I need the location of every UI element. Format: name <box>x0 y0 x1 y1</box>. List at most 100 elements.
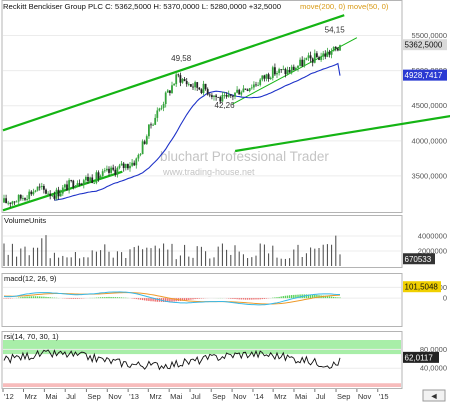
x-tick-label: Mrz <box>274 392 287 401</box>
candle-body <box>22 198 24 199</box>
candle-body <box>290 66 293 73</box>
candle-body <box>110 167 112 173</box>
candle-body <box>236 89 238 93</box>
x-tick-label: '13 <box>129 392 139 401</box>
candle-body <box>263 75 266 79</box>
candle-body <box>112 167 115 170</box>
macd-panel-title: macd(12, 26, 9) <box>4 274 57 283</box>
candle-body <box>158 108 161 111</box>
candle-body <box>313 53 316 63</box>
candle-body <box>135 158 138 166</box>
candle-body <box>5 198 7 203</box>
candle-body <box>64 184 66 188</box>
candle-body <box>204 83 207 90</box>
candle-body <box>198 87 201 90</box>
rsi-line <box>3 349 341 371</box>
candle-body <box>328 51 331 55</box>
value-tag-text: 5362,5000 <box>405 41 443 50</box>
volume-bars <box>3 235 341 266</box>
candle-body <box>217 97 220 98</box>
candle-body <box>221 94 224 102</box>
candle-body <box>276 72 278 75</box>
candle-body <box>215 95 217 98</box>
candle-body <box>337 48 339 51</box>
candle-body <box>34 190 37 192</box>
watermark-brand: bluchart Professional Trader <box>160 149 329 164</box>
x-tick-label: Nov <box>233 392 247 401</box>
candle-body <box>40 186 43 188</box>
candle-body <box>3 198 5 203</box>
macd-line <box>3 291 341 306</box>
candle-body <box>223 94 226 96</box>
watermark-url: www.trading-house.net <box>162 167 255 177</box>
x-tick-label: Mrz <box>25 392 38 401</box>
candle-body <box>175 74 178 85</box>
candle-body <box>95 172 98 183</box>
candle-body <box>253 84 255 88</box>
candle-body <box>211 95 213 97</box>
x-tick-label: Sep <box>87 392 100 401</box>
candle-body <box>78 183 81 185</box>
candle-body <box>24 198 26 200</box>
candle-body <box>57 189 60 197</box>
candle-body <box>309 55 312 59</box>
candle-body <box>307 55 310 58</box>
candle-body <box>181 79 184 83</box>
y-tick-label: 4500,0000 <box>412 101 447 110</box>
candle-body <box>89 177 91 182</box>
candle-body <box>156 110 159 118</box>
value-tag-text: 101,5048 <box>405 283 439 292</box>
candles <box>3 44 341 208</box>
candle-body <box>93 182 96 184</box>
candle-body <box>139 154 142 155</box>
candle-body <box>280 69 283 71</box>
candle-body <box>99 175 102 179</box>
candle-body <box>274 67 276 75</box>
candle-body <box>185 80 188 85</box>
rsi-panel-title: rsi(14, 70, 30, 1) <box>4 332 59 341</box>
candle-body <box>55 189 58 199</box>
candle-body <box>244 88 247 90</box>
candle-body <box>227 94 230 97</box>
candle-body <box>101 171 104 176</box>
macd-lines <box>3 291 341 306</box>
x-tick-label: Mai <box>170 392 182 401</box>
candle-body <box>334 46 337 49</box>
y-tick-label: 0 <box>443 294 447 303</box>
candle-body <box>257 84 259 86</box>
candle-body <box>141 141 144 155</box>
candle-body <box>208 94 211 96</box>
scroll-button[interactable]: ◄ <box>422 389 446 402</box>
candle-body <box>303 59 306 67</box>
candle-body <box>322 53 325 57</box>
candle-body <box>145 136 148 144</box>
candle-body <box>326 51 329 57</box>
value-tag-text: 4928,7417 <box>405 71 443 80</box>
x-tick-label: Sep <box>212 392 225 401</box>
volume-panel-title: VolumeUnits <box>4 216 46 225</box>
candle-body <box>103 170 106 172</box>
candle-body <box>59 193 62 197</box>
price-annotation: 42,26 <box>215 101 236 110</box>
candle-body <box>173 84 175 86</box>
chart-labels: 3500,00004000,00004500,00005000,00005500… <box>171 26 447 373</box>
moving-average <box>54 62 341 201</box>
candle-body <box>196 82 199 88</box>
candle-body <box>320 56 322 60</box>
candle-body <box>278 69 280 73</box>
candle-body <box>284 68 287 75</box>
x-tick-label: '12 <box>4 392 14 401</box>
channel-line <box>234 115 450 153</box>
candle-body <box>47 193 49 195</box>
candle-body <box>80 184 83 186</box>
candle-body <box>32 191 35 195</box>
candle-body <box>74 186 77 188</box>
candle-body <box>133 162 136 166</box>
candle-body <box>177 74 180 76</box>
candle-body <box>269 77 272 79</box>
candle-body <box>28 191 31 200</box>
rsi-panel-frame <box>1 331 403 389</box>
candle-body <box>11 201 14 204</box>
candle-body <box>131 162 133 166</box>
candle-body <box>148 124 150 137</box>
